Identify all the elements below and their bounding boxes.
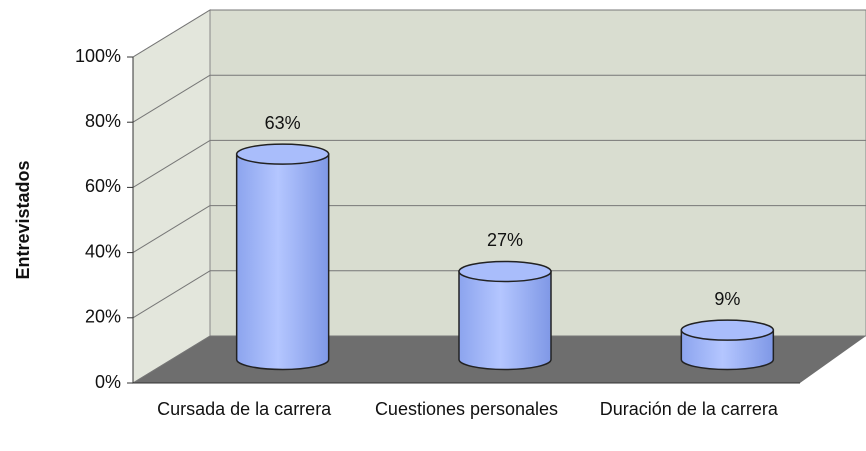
value-label: 27% (487, 230, 523, 250)
bar (680, 329, 775, 371)
bar-top (680, 319, 775, 341)
grid-line (132, 205, 211, 254)
y-tick-label: 100% (75, 46, 121, 66)
x-tick-label: Cursada de la carrera (157, 399, 332, 419)
y-tick-label: 60% (85, 176, 121, 196)
y-tick-label: 0% (95, 372, 121, 392)
bar-top (458, 260, 552, 283)
side-wall (132, 9, 211, 384)
y-tick-label: 20% (85, 307, 121, 327)
y-axis-title: Entrevistados (13, 160, 33, 279)
grid-line (132, 139, 211, 188)
y-tick-label: 80% (85, 111, 121, 131)
grid-line (132, 335, 211, 384)
y-tick-label: 40% (85, 241, 121, 261)
grid-line (132, 74, 211, 123)
bar-top (235, 143, 330, 165)
bar (458, 270, 552, 371)
grid-line (132, 9, 211, 58)
grid-line (132, 270, 211, 319)
x-tick-label: Duración de la carrera (599, 399, 778, 419)
bar (235, 153, 330, 371)
value-label: 63% (265, 113, 301, 133)
x-tick-label: Cuestiones personales (374, 399, 559, 419)
value-label: 9% (714, 289, 740, 309)
